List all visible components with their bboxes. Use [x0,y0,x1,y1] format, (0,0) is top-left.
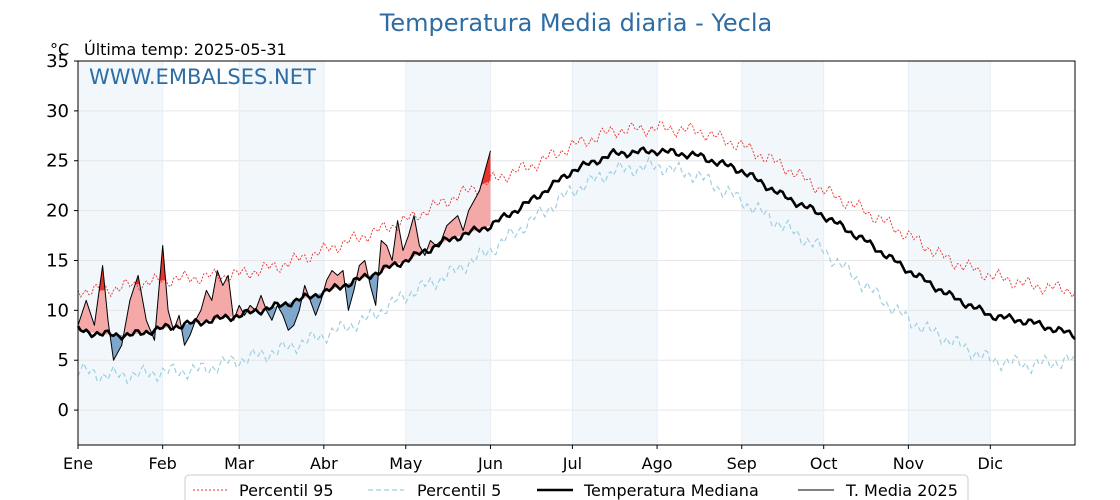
y-tick-label-0: 0 [58,400,69,421]
series-percentil-5-line [77,156,1076,385]
x-tick-label-nov: Nov [893,454,924,473]
below-median-fill-15 [278,298,302,331]
series-temperatura-mediana-line [76,146,1076,341]
legend-label-p5: Percentil 5 [417,481,501,500]
x-tick-label-ago: Ago [642,454,673,473]
legend: Percentil 95 Percentil 5 Temperatura Med… [184,474,969,500]
legend-label-current: T. Media 2025 [845,481,958,500]
x-tick-label-oct: Oct [810,454,838,473]
above-median-fill-2 [123,275,152,336]
band-nov [908,61,991,445]
below-median-fill-1 [110,334,124,361]
y-tick-label-25: 25 [46,151,69,172]
plot-frame [77,60,1076,446]
above-median-fill-12 [246,295,267,314]
below-median-fill-7 [181,322,195,346]
above-median-fill-6 [175,315,182,327]
series-lines [76,120,1076,385]
y-tick-label-5: 5 [58,350,69,371]
series-percentil-95-line [77,120,1076,299]
y-tick-label-15: 15 [46,250,69,271]
chart-title: Temperatura Media diaria - Yecla [379,9,772,37]
x-tick-label-mar: Mar [224,454,255,473]
legend-label-p95: Percentil 95 [239,481,334,500]
above-median-fill-24 [426,150,491,251]
x-tick-label-may: May [389,454,422,473]
extreme-above-fill-0 [99,265,105,291]
x-tick-label-jun: Jun [477,454,503,473]
extreme-above-fill-2 [159,245,166,281]
x-axis-ticks: Ene Feb Mar Abr May Jun Jul Ago Sep Oct Nov Dic [63,445,1003,473]
band-ene [78,61,163,445]
x-tick-label-dic: Dic [978,454,1004,473]
x-tick-label-ene: Ene [63,454,93,473]
series-t-media-2025-line [77,150,491,361]
y-axis-ticks: 0 5 10 15 20 25 30 35 [46,51,78,421]
legend-box [184,474,969,500]
x-tick-label-abr: Abr [310,454,338,473]
y-tick-label-35: 35 [46,51,69,72]
y-tick-label-10: 10 [46,300,69,321]
x-tick-label-jul: Jul [562,454,582,473]
band-jul [572,61,658,445]
x-tick-label-sep: Sep [727,454,757,473]
below-median-fill-19 [345,280,357,311]
unit-label: °C [50,40,69,59]
legend-label-median: Temperatura Mediana [583,481,759,500]
y-tick-label-20: 20 [46,201,69,222]
band-mar [239,61,324,445]
above-median-fill-4 [155,245,173,330]
y-tick-label-30: 30 [46,101,69,122]
band-sep [741,61,824,445]
x-tick-label-feb: Feb [149,454,177,473]
last-temp-label: Última temp: 2025-05-31 [84,40,287,59]
watermark-text: WWW.EMBALSES.NET [89,65,316,89]
